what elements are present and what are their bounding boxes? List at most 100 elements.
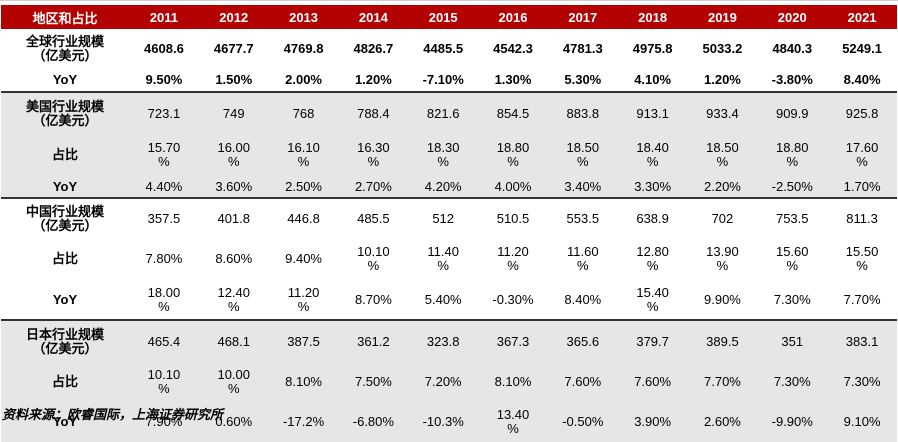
table-cell: 361.2 [338, 319, 409, 362]
table-cell: 367.3 [478, 319, 548, 362]
table-cell: 4677.7 [198, 29, 269, 69]
table-cell: 7.30% [757, 280, 828, 320]
table-cell: 18.40% [617, 134, 688, 176]
table-row-japan: 占比 10.10% 10.00% 8.10% 7.50% 7.20% 8.10% 7.60% 7… [1, 362, 897, 402]
table-cell: 9.40% [268, 238, 339, 280]
table-cell: 13.90% [687, 238, 758, 280]
table-cell: 10.10% [338, 238, 409, 280]
table-cell: 387.5 [268, 319, 339, 362]
table-cell: 4.00% [478, 176, 548, 198]
table-cell: 2.70% [338, 176, 409, 198]
table-cell: 379.7 [617, 319, 688, 362]
row-label: YoY [1, 69, 130, 92]
table-cell: 1.20% [687, 69, 758, 92]
table-cell: 1.70% [827, 176, 897, 198]
table-cell: 465.4 [129, 319, 199, 362]
header-cell-year: 2015 [408, 5, 479, 29]
table-header-row: 地区和占比 2011 2012 2013 2014 2015 2016 2017… [1, 5, 897, 29]
table-cell: 446.8 [268, 197, 339, 238]
table-cell: 18.00% [129, 280, 199, 320]
table-row-china: 占比 7.80% 8.60% 9.40% 10.10% 11.40% 11.20% 11.60… [1, 238, 897, 280]
table-cell: 512 [408, 197, 479, 238]
table-cell: 4769.8 [268, 29, 339, 69]
table-cell: 821.6 [408, 91, 479, 134]
table-cell: 10.10% [129, 362, 199, 402]
row-label: 占比 [1, 238, 130, 280]
row-label: YoY [1, 280, 130, 320]
table-cell: 4485.5 [408, 29, 479, 69]
table-cell: 1.50% [198, 69, 269, 92]
header-cell-year: 2020 [757, 5, 828, 29]
table-cell: 357.5 [129, 197, 199, 238]
table-cell: 723.1 [129, 91, 199, 134]
table-cell: 4608.6 [129, 29, 199, 69]
table-cell: 8.60% [198, 238, 269, 280]
table-cell: 4.20% [408, 176, 479, 198]
table-cell: 788.4 [338, 91, 409, 134]
table-cell: 933.4 [687, 91, 758, 134]
table-row-china: YoY 18.00% 12.40% 11.20% 8.70% 5.40% -0.30% 8.4… [1, 280, 897, 320]
row-label: 中国行业规模 （亿美元） [1, 197, 130, 238]
table-cell: 9.10% [827, 402, 897, 442]
table-cell: 7.70% [827, 280, 897, 320]
table-cell: 3.30% [617, 176, 688, 198]
table-cell: 351 [757, 319, 828, 362]
row-label: 占比 [1, 134, 130, 176]
table-row-us: YoY 4.40% 3.60% 2.50% 2.70% 4.20% 4.00% 3.40% 3.… [1, 176, 897, 198]
table-cell: 16.30% [338, 134, 409, 176]
table-cell: 9.50% [129, 69, 199, 92]
table-cell: 10.00% [198, 362, 269, 402]
table-cell: 553.5 [547, 197, 618, 238]
row-label: 全球行业规模 （亿美元） [1, 29, 130, 69]
table-cell: 7.80% [129, 238, 199, 280]
table-cell: 15.40% [617, 280, 688, 320]
table-cell: 7.30% [827, 362, 897, 402]
table-cell: 12.80% [617, 238, 688, 280]
header-cell-year: 2013 [268, 5, 339, 29]
table-cell: 702 [687, 197, 758, 238]
table-cell: 3.90% [617, 402, 688, 442]
table-cell: 468.1 [198, 319, 269, 362]
table-cell: 11.40% [408, 238, 479, 280]
table-cell: 4.10% [617, 69, 688, 92]
table-cell: -7.10% [408, 69, 479, 92]
table-cell: 925.8 [827, 91, 897, 134]
table-cell: 2.50% [268, 176, 339, 198]
header-cell-year: 2021 [827, 5, 897, 29]
table-cell: 3.60% [198, 176, 269, 198]
table-cell: 7.70% [687, 362, 758, 402]
table-cell: 11.20% [268, 280, 339, 320]
table-cell: -10.3% [408, 402, 479, 442]
table-cell: 11.60% [547, 238, 618, 280]
top-rule [0, 0, 898, 1]
table-cell: 7.20% [408, 362, 479, 402]
row-label: 日本行业规模 （亿美元） [1, 319, 130, 362]
table-cell: 323.8 [408, 319, 479, 362]
table-cell: 883.8 [547, 91, 618, 134]
table-cell: 4975.8 [617, 29, 688, 69]
table-cell: 5249.1 [827, 29, 897, 69]
table-cell: 7.30% [757, 362, 828, 402]
table-row-japan: 日本行业规模 （亿美元） 465.4 468.1 387.5 361.2 323.8 367.… [1, 319, 897, 362]
table-cell: 1.30% [478, 69, 548, 92]
row-label: 占比 [1, 362, 130, 402]
table-cell: 18.50% [547, 134, 618, 176]
table-cell: 909.9 [757, 91, 828, 134]
table-row-global: 全球行业规模 （亿美元） 4608.6 4677.7 4769.8 4826.7 4485.… [1, 29, 897, 69]
table-cell: 749 [198, 91, 269, 134]
table-cell: 11.20% [478, 238, 548, 280]
header-cell-year: 2014 [338, 5, 409, 29]
table-cell: 4781.3 [547, 29, 618, 69]
market-size-table: 地区和占比 2011 2012 2013 2014 2015 2016 2017… [1, 5, 897, 442]
table-cell: 17.60% [827, 134, 897, 176]
row-label: 美国行业规模 （亿美元） [1, 91, 130, 134]
table-cell: 15.70% [129, 134, 199, 176]
table-cell: 16.00% [198, 134, 269, 176]
table-cell: -17.2% [268, 402, 339, 442]
table-body: 全球行业规模 （亿美元） 4608.6 4677.7 4769.8 4826.7 4485.… [1, 29, 897, 442]
table-cell: -6.80% [338, 402, 409, 442]
table-cell: 4840.3 [757, 29, 828, 69]
table-cell: 8.70% [338, 280, 409, 320]
table-cell: 4542.3 [478, 29, 548, 69]
header-cell-year: 2012 [198, 5, 269, 29]
